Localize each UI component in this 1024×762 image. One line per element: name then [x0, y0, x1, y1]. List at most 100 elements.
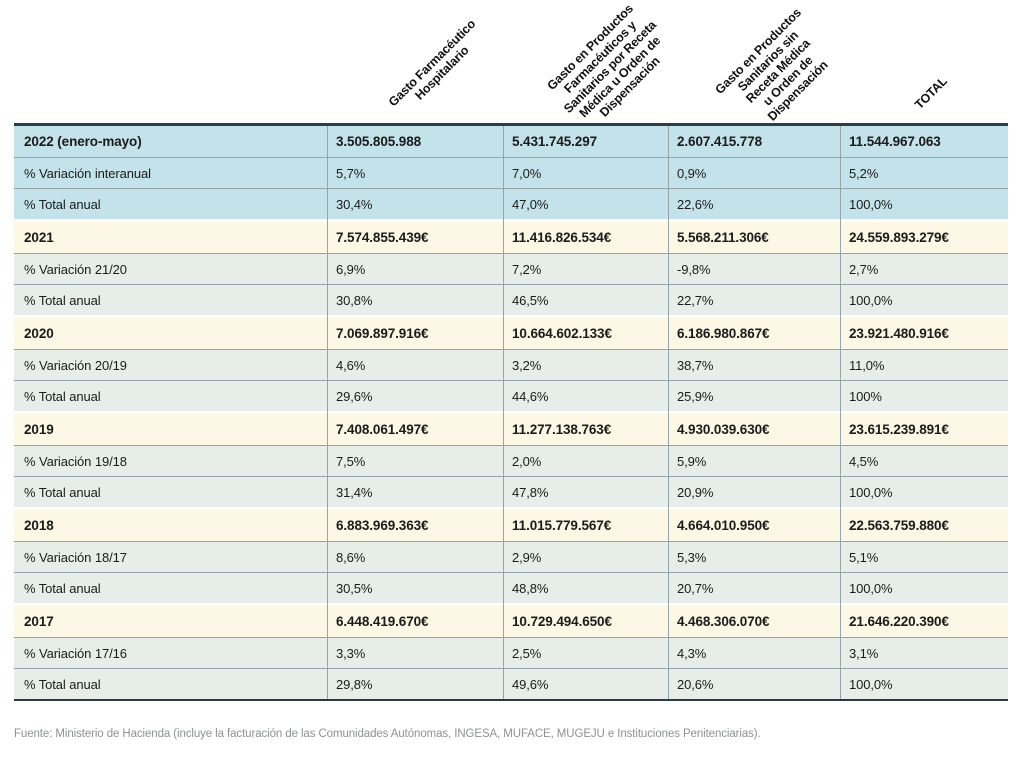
row-label: 2019 [24, 422, 54, 437]
value-cell: 6.883.969.363€ [336, 518, 429, 533]
value-cell: 30,4% [336, 196, 373, 212]
row-label: % Variación 17/16 [24, 645, 127, 661]
row-label: 2021 [24, 230, 54, 245]
column-divider [503, 126, 504, 699]
year-row: 2020 7.069.897.916€ 10.664.602.133€ 6.186.9… [14, 318, 1008, 349]
table-row: % Variación 17/16 3,3% 2,5% 4,3% 3,1% [14, 637, 1008, 668]
value-cell: 4,6% [336, 357, 366, 373]
column-header-gasto-hospitalario: Gasto Farmacéutico Hospitalario [385, 16, 479, 110]
value-cell: 3.505.805.988 [336, 134, 422, 149]
value-cell: 20,9% [677, 484, 714, 500]
value-cell: 5.431.745.297 [512, 134, 598, 149]
value-cell: 11.015.779.567€ [512, 518, 612, 533]
value-cell: 3,3% [336, 645, 366, 661]
table-section: 2020 7.069.897.916€ 10.664.602.133€ 6.186.9… [14, 318, 1008, 411]
row-label: % Total anual [24, 292, 101, 308]
row-label: 2017 [24, 614, 54, 629]
column-divider [668, 126, 669, 699]
value-cell: 38,7% [677, 357, 714, 373]
row-label: 2022 (enero-mayo) [24, 134, 142, 149]
value-cell: 31,4% [336, 484, 373, 500]
value-cell: 11.544.967.063 [849, 134, 941, 149]
value-cell: 2,7% [849, 261, 879, 277]
value-cell: 3,1% [849, 645, 879, 661]
value-cell: 48,8% [512, 580, 549, 596]
value-cell: 2,9% [512, 549, 542, 565]
value-cell: 11.416.826.534€ [512, 230, 612, 245]
table-row: % Variación 18/17 8,6% 2,9% 5,3% 5,1% [14, 541, 1008, 572]
value-cell: 6,9% [336, 261, 366, 277]
value-cell: 2,0% [512, 453, 542, 469]
value-cell: 11.277.138.763€ [512, 422, 612, 437]
value-cell: 23.615.239.891€ [849, 422, 949, 437]
value-cell: 5,7% [336, 165, 366, 181]
value-cell: 11,0% [849, 357, 885, 373]
table-row: % Total anual 29,6% 44,6% 25,9% 100% [14, 380, 1008, 411]
value-cell: 47,8% [512, 484, 549, 500]
value-cell: 7,2% [512, 261, 542, 277]
spending-table: 2022 (enero-mayo) 3.505.805.988 5.431.745.… [14, 123, 1008, 701]
row-label: 2020 [24, 326, 54, 341]
value-cell: 49,6% [512, 676, 549, 692]
row-label: % Variación 18/17 [24, 549, 127, 565]
value-cell: 5,9% [677, 453, 707, 469]
year-row: 2017 6.448.419.670€ 10.729.494.650€ 4.468.3… [14, 606, 1008, 637]
source-note: Fuente: Ministerio de Hacienda (incluye … [14, 728, 761, 740]
value-cell: 25,9% [677, 388, 714, 404]
value-cell: 3,2% [512, 357, 542, 373]
table-section: 2018 6.883.969.363€ 11.015.779.567€ 4.664.0… [14, 510, 1008, 603]
value-cell: 29,6% [336, 388, 373, 404]
value-cell: 21.646.220.390€ [849, 614, 949, 629]
value-cell: 8,6% [336, 549, 366, 565]
value-cell: 6.186.980.867€ [677, 326, 770, 341]
row-label: % Variación 21/20 [24, 261, 127, 277]
value-cell: 100,0% [849, 292, 893, 308]
year-row: 2022 (enero-mayo) 3.505.805.988 5.431.745.… [14, 126, 1008, 157]
value-cell: 6.448.419.670€ [336, 614, 429, 629]
value-cell: 7,5% [336, 453, 366, 469]
table-row: % Variación 19/18 7,5% 2,0% 5,9% 4,5% [14, 445, 1008, 476]
value-cell: 4.664.010.950€ [677, 518, 770, 533]
value-cell: 5.568.211.306€ [677, 230, 769, 245]
value-cell: 4.468.306.070€ [677, 614, 770, 629]
value-cell: 44,6% [512, 388, 549, 404]
table-section: 2019 7.408.061.497€ 11.277.138.763€ 4.930.0… [14, 414, 1008, 507]
value-cell: 2.607.415.778 [677, 134, 763, 149]
value-cell: 5,2% [849, 165, 879, 181]
table-section: 2017 6.448.419.670€ 10.729.494.650€ 4.468.3… [14, 606, 1008, 699]
year-row: 2019 7.408.061.497€ 11.277.138.763€ 4.930.0… [14, 414, 1008, 445]
table-row: % Total anual 30,8% 46,5% 22,7% 100,0% [14, 284, 1008, 315]
table-section: 2022 (enero-mayo) 3.505.805.988 5.431.745.… [14, 126, 1008, 219]
value-cell: 100,0% [849, 484, 893, 500]
value-cell: 7,0% [512, 165, 542, 181]
table-row: % Variación interanual 5,7% 7,0% 0,9% 5,2% [14, 157, 1008, 188]
row-label: % Total anual [24, 196, 101, 212]
year-row: 2021 7.574.855.439€ 11.416.826.534€ 5.568.2… [14, 222, 1008, 253]
value-cell: 24.559.893.279€ [849, 230, 949, 245]
value-cell: 7.408.061.497€ [336, 422, 429, 437]
value-cell: 7.069.897.916€ [336, 326, 429, 341]
value-cell: 10.729.494.650€ [512, 614, 612, 629]
value-cell: 30,8% [336, 292, 373, 308]
value-cell: 100,0% [849, 676, 893, 692]
value-cell: 7.574.855.439€ [336, 230, 429, 245]
value-cell: 100,0% [849, 196, 893, 212]
value-cell: 30,5% [336, 580, 373, 596]
table-row: % Variación 20/19 4,6% 3,2% 38,7% 11,0% [14, 349, 1008, 380]
column-header-gasto-sin-receta: Gasto en Productos Sanitarios sin Receta… [712, 5, 831, 124]
value-cell: 0,9% [677, 165, 707, 181]
table-section: 2021 7.574.855.439€ 11.416.826.534€ 5.568.2… [14, 222, 1008, 315]
value-cell: 100,0% [849, 580, 893, 596]
value-cell: 20,6% [677, 676, 714, 692]
row-label: % Variación 20/19 [24, 357, 127, 373]
value-cell: -9,8% [677, 261, 711, 277]
value-cell: 4.930.039.630€ [677, 422, 770, 437]
value-cell: 10.664.602.133€ [512, 326, 612, 341]
value-cell: 20,7% [677, 580, 714, 596]
column-divider [327, 126, 328, 699]
value-cell: 23.921.480.916€ [849, 326, 949, 341]
column-header-gasto-receta: Gasto en Productos Farmacéuticos y Sanit… [544, 1, 664, 121]
row-label: % Total anual [24, 676, 101, 692]
row-label: % Total anual [24, 484, 101, 500]
value-cell: 22.563.759.880€ [849, 518, 949, 533]
